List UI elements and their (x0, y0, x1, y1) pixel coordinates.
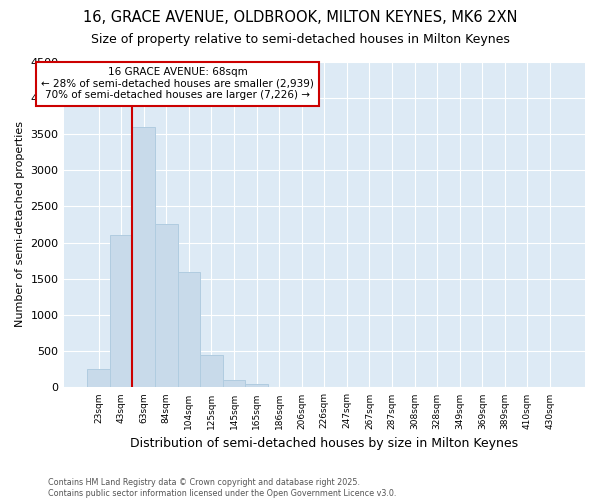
Text: Contains HM Land Registry data © Crown copyright and database right 2025.
Contai: Contains HM Land Registry data © Crown c… (48, 478, 397, 498)
Bar (133, 126, 155, 388)
Text: 16 GRACE AVENUE: 68sqm
← 28% of semi-detached houses are smaller (2,939)
70% of : 16 GRACE AVENUE: 68sqm ← 28% of semi-det… (41, 68, 314, 100)
Text: 16, GRACE AVENUE, OLDBROOK, MILTON KEYNES, MK6 2XN: 16, GRACE AVENUE, OLDBROOK, MILTON KEYNE… (83, 10, 517, 25)
Bar (155, 224, 178, 388)
Bar (223, 380, 245, 388)
Bar (110, 236, 133, 388)
Y-axis label: Number of semi-detached properties: Number of semi-detached properties (15, 122, 25, 328)
Bar (245, 384, 268, 388)
Bar (200, 355, 223, 388)
X-axis label: Distribution of semi-detached houses by size in Milton Keynes: Distribution of semi-detached houses by … (130, 437, 518, 450)
Text: Size of property relative to semi-detached houses in Milton Keynes: Size of property relative to semi-detach… (91, 32, 509, 46)
Bar (178, 272, 200, 388)
Bar (87, 370, 110, 388)
